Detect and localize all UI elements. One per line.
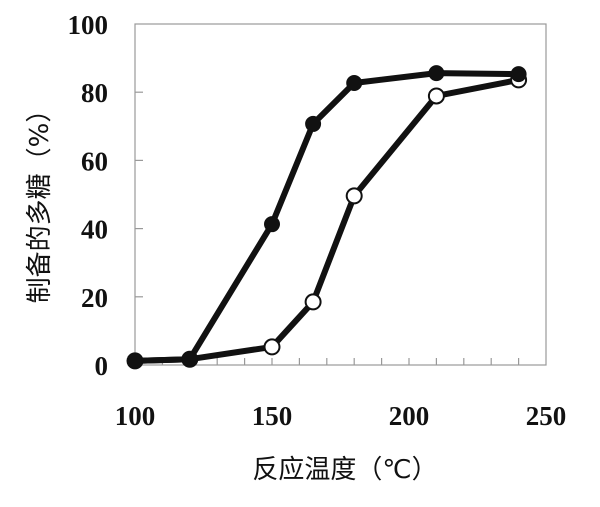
x-tick-label: 150 (252, 401, 293, 431)
open-point (263, 338, 281, 356)
y-tick-label: 20 (81, 283, 108, 313)
filled-point (428, 65, 445, 82)
x-axis-label: 反应温度（℃） (252, 455, 437, 485)
y-tick-label: 60 (81, 146, 108, 176)
y-axis-label: 制备的多糖（%） (25, 97, 55, 304)
filled-point (510, 66, 527, 83)
y-tick-label: 40 (81, 215, 108, 245)
open-point (304, 293, 322, 311)
open-point (427, 87, 445, 105)
y-tick-labels: 0 20 40 60 80 100 (68, 10, 109, 381)
series-group (126, 65, 528, 370)
filled-point (346, 74, 363, 91)
tick-marks (135, 91, 520, 365)
plot-frame (134, 23, 547, 366)
filled-point (264, 216, 280, 233)
series-line-1 (134, 70, 519, 364)
open-point (345, 187, 363, 205)
x-tick-label: 250 (526, 401, 567, 431)
x-tick-label: 100 (115, 401, 156, 431)
y-tick-label: 100 (68, 10, 109, 40)
filled-point (127, 352, 143, 369)
filled-point (305, 115, 322, 132)
y-tick-label: 0 (95, 351, 109, 381)
y-tick-label: 80 (81, 78, 108, 108)
filled-point (181, 351, 198, 368)
x-tick-labels: 100 150 200 250 (115, 401, 567, 431)
x-tick-label: 200 (389, 401, 430, 431)
series-line-2 (134, 76, 520, 364)
